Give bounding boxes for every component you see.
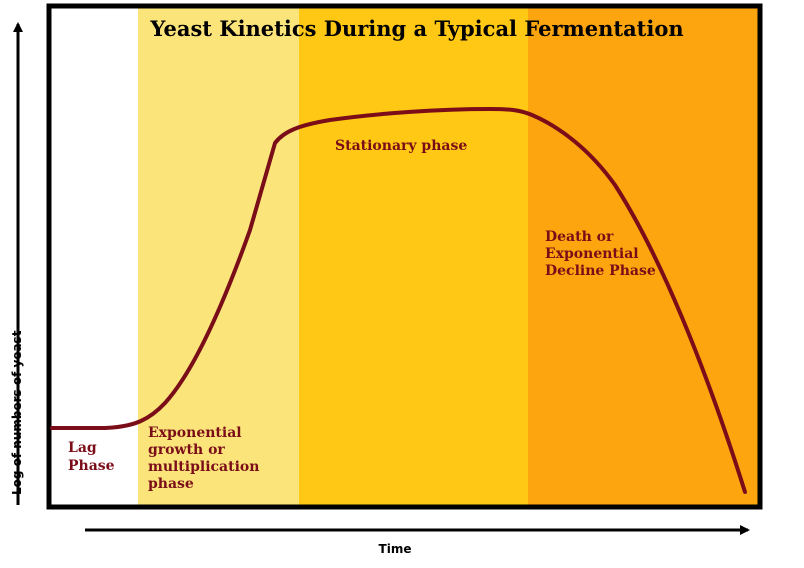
death-phase-band: [528, 8, 758, 505]
stationary-phase-label: Stationary phase: [335, 138, 467, 154]
lag-phase-band: [51, 8, 138, 505]
x-axis-label: Time: [379, 542, 412, 556]
death-phase-label-line: Death or: [545, 229, 614, 245]
stationary-phase-band: [299, 8, 528, 505]
chart-title: Yeast Kinetics During a Typical Fermenta…: [149, 16, 683, 41]
death-phase-label-line: Exponential: [545, 246, 639, 262]
death-phase-label-line: Decline Phase: [545, 263, 656, 279]
lag-phase-label-line: Lag: [68, 440, 97, 456]
lag-phase-label-line: Phase: [68, 458, 115, 474]
stationary-phase-label-line: Stationary phase: [335, 138, 467, 154]
yeast-growth-curve: [50, 107, 747, 494]
exponential-phase-label: Exponential growth or multiplication pha…: [148, 425, 264, 492]
exponential-phase-label-line: Exponential: [148, 425, 242, 441]
exponential-phase-label-line: phase: [148, 476, 194, 492]
lag-phase-label: Lag Phase: [68, 440, 115, 474]
exponential-phase-label-line: growth or: [148, 442, 225, 458]
death-phase-label: Death or Exponential Decline Phase: [545, 229, 656, 279]
y-axis-label: Log of numbers of yeast: [10, 330, 24, 495]
exponential-phase-label-line: multiplication: [148, 459, 259, 475]
exponential-phase-band: [138, 8, 299, 505]
chart-frame: [46, 3, 763, 510]
